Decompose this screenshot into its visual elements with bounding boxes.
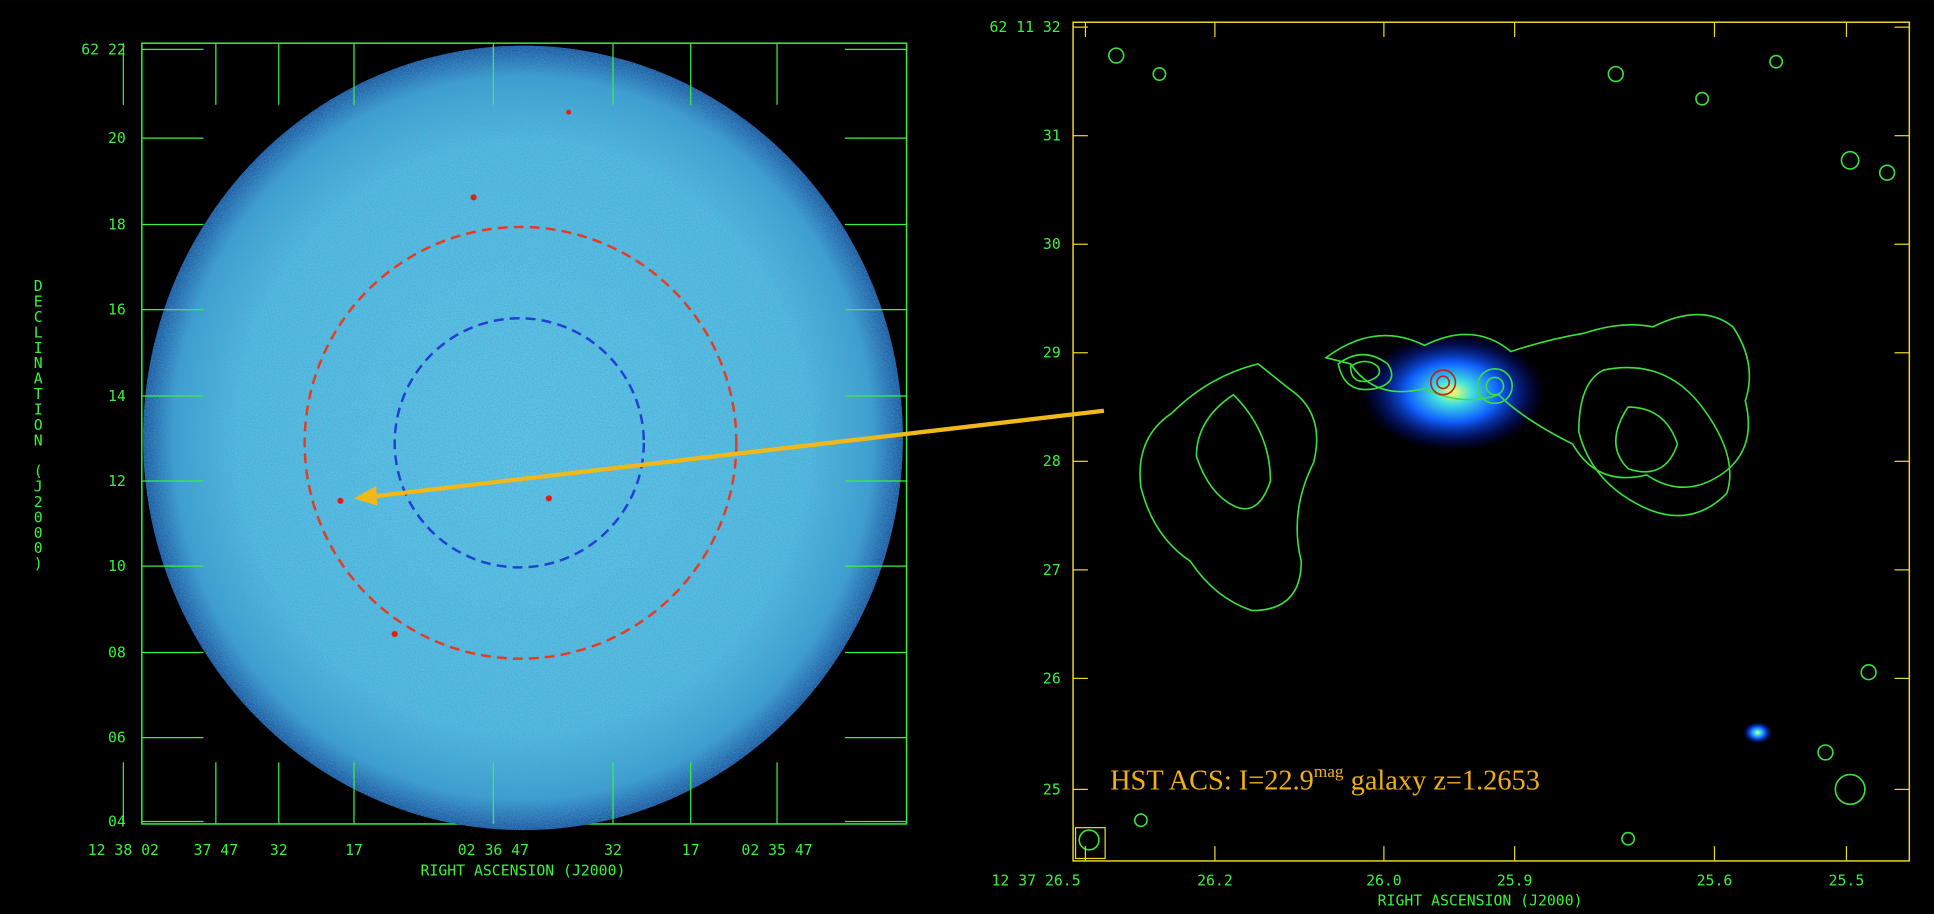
y-tick-label: 31 [1043, 128, 1061, 145]
x-axis-label: RIGHT ASCENSION (J2000) [1378, 892, 1583, 909]
y-tick-label: 08 [108, 644, 126, 661]
x-tick-label: 02 36 47 [458, 842, 529, 859]
y-tick-label: 20 [108, 130, 126, 147]
y-tick-label: 18 [108, 216, 126, 233]
annotation-text: HST ACS: I=22.9 [1110, 765, 1314, 796]
galaxy-emission [1360, 333, 1545, 451]
figure: 62 2220181614121008060412 38 0237 473217… [0, 0, 1934, 914]
sky-noise [143, 46, 903, 830]
y-tick-label: 26 [1043, 670, 1061, 687]
annotation-superscript: mag [1314, 762, 1344, 781]
y-tick-label: 29 [1043, 345, 1061, 362]
y-tick-label: 25 [1043, 781, 1061, 798]
source-emission [1743, 722, 1773, 744]
y-tick-label: 62 11 32 [989, 19, 1060, 36]
x-tick-label: 25.9 [1497, 873, 1533, 890]
page: {"left_panel":{"y_axis_label":"DECLINATI… [0, 0, 1934, 914]
x-tick-label: 12 37 26.5 [992, 873, 1081, 890]
y-tick-label: 62 22 [81, 41, 126, 58]
x-axis-label: RIGHT ASCENSION (J2000) [421, 863, 626, 880]
x-tick-label: 25.5 [1829, 873, 1865, 890]
y-tick-label: 30 [1043, 236, 1061, 253]
x-tick-label: 12 38 02 [88, 842, 159, 859]
y-tick-label: 28 [1043, 453, 1061, 470]
x-tick-label: 02 35 47 [741, 842, 812, 859]
x-tick-label: 37 47 [194, 842, 239, 859]
x-tick-label: 26.2 [1197, 873, 1233, 890]
x-tick-label: 26.0 [1366, 873, 1402, 890]
x-tick-label: 25.6 [1697, 873, 1733, 890]
y-tick-label: 10 [108, 558, 126, 575]
y-tick-label: 14 [108, 388, 126, 405]
x-tick-label: 17 [345, 842, 363, 859]
y-tick-label: 06 [108, 730, 126, 747]
x-tick-label: 17 [682, 842, 700, 859]
annotation-text: galaxy z=1.2653 [1344, 765, 1540, 796]
x-tick-label: 32 [604, 842, 622, 859]
x-tick-label: 32 [270, 842, 288, 859]
y-tick-label: 16 [108, 302, 126, 319]
y-tick-label: 12 [108, 473, 126, 490]
y-tick-label: 27 [1043, 562, 1061, 579]
